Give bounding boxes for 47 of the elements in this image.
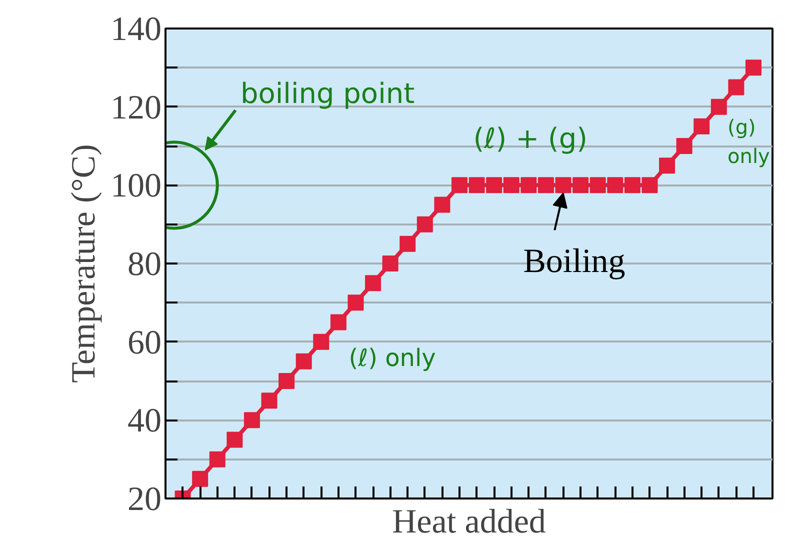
y-tick-label: 100 [110, 168, 162, 205]
y-tick-label: 80 [128, 246, 162, 283]
point [226, 432, 243, 448]
annotation: (g) only [728, 115, 770, 168]
point [330, 314, 346, 330]
y-tick-label: 120 [110, 89, 162, 126]
annotation: (ℓ) + (g) [473, 122, 588, 156]
y-axis-title: Temperature (°C) [66, 144, 102, 383]
point [710, 98, 727, 115]
y-tick-label: 140 [110, 11, 162, 48]
point [244, 412, 260, 428]
point [192, 470, 208, 487]
point [503, 177, 520, 194]
point [209, 451, 226, 468]
point [694, 118, 710, 134]
point [624, 177, 640, 194]
point [520, 177, 537, 194]
point [659, 158, 676, 174]
point [382, 256, 398, 272]
annotation: Boiling [523, 243, 626, 280]
point [451, 177, 468, 194]
point [313, 334, 330, 350]
point [434, 196, 450, 213]
y-tick-label: 40 [128, 402, 162, 440]
point [486, 177, 502, 194]
annotation: boiling point [240, 77, 415, 110]
point [296, 353, 312, 370]
point [590, 177, 606, 194]
point [416, 216, 433, 232]
x-axis-title: Heat added [392, 504, 546, 540]
point [278, 373, 295, 389]
point [348, 294, 364, 311]
point [400, 236, 416, 252]
point [676, 138, 692, 154]
annotation: (ℓ) only [348, 344, 436, 372]
point [261, 392, 278, 409]
point [538, 177, 554, 194]
point [745, 60, 762, 76]
point [555, 177, 572, 194]
point [468, 177, 485, 194]
point [728, 79, 744, 96]
point [642, 177, 658, 194]
point [365, 275, 382, 292]
y-tick-label: 20 [128, 481, 162, 518]
point [572, 177, 589, 194]
point [607, 177, 624, 194]
y-tick-label: 60 [128, 324, 162, 362]
